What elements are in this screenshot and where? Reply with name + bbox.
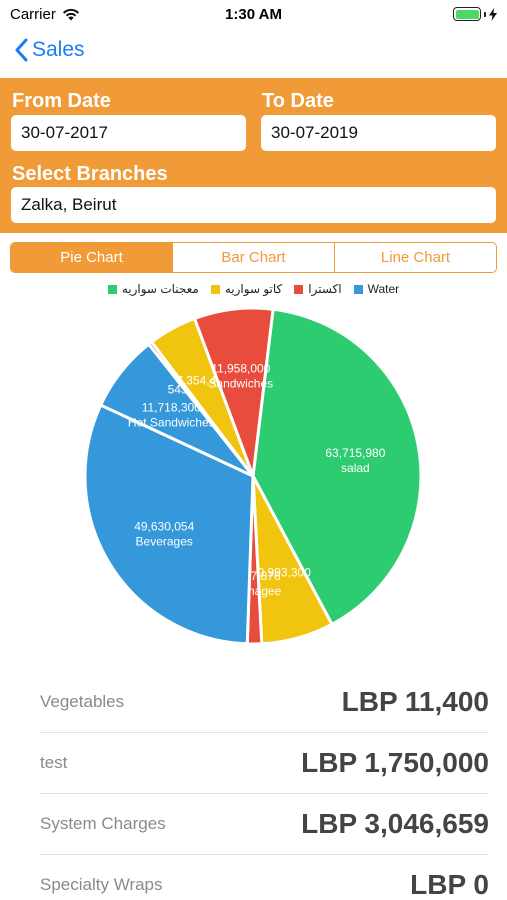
branches-label: Select Branches — [12, 163, 168, 185]
list-item[interactable]: test LBP 1,750,000 — [40, 733, 489, 794]
chart-type-tabs: Pie Chart Bar Chart Line Chart — [10, 242, 497, 273]
list-item[interactable]: Vegetables LBP 11,400 — [40, 672, 489, 733]
slice-value-label: 49,630,054 — [134, 519, 194, 533]
status-time: 1:30 AM — [225, 6, 282, 23]
tab-line-chart[interactable]: Line Chart — [334, 243, 496, 272]
item-name: test — [40, 753, 68, 772]
slice-name-label: Beverages — [136, 534, 193, 548]
slice-value-label: 10,993,300 — [251, 565, 311, 579]
tab-pie-chart[interactable]: Pie Chart — [11, 243, 172, 272]
from-date-label: From Date — [12, 90, 111, 112]
pie-slice[interactable] — [192, 306, 275, 477]
carrier-label: Carrier — [10, 6, 56, 23]
legend-label: Water — [367, 282, 400, 296]
legend-item: معجنات سواريه — [107, 282, 199, 296]
battery-icon — [453, 7, 497, 21]
to-date-field[interactable]: 30-07-2019 — [261, 115, 496, 151]
legend-item: كاتو سواريه — [210, 282, 283, 296]
filter-panel: From Date 30-07-2017 To Date 30-07-2019 … — [0, 78, 507, 233]
pie-slice[interactable] — [83, 403, 255, 646]
slice-name-label: Hot Sandwiches — [128, 415, 215, 429]
navigation-bar: Sales — [0, 30, 507, 78]
carrier-info: Carrier — [10, 6, 80, 23]
legend-label: معجنات سواريه — [121, 282, 199, 296]
to-date-label: To Date — [262, 90, 334, 112]
legend-label: كاتو سواريه — [224, 282, 283, 296]
pie-chart[interactable]: 63,715,980salad10,993,3002,177,876Fromag… — [0, 300, 507, 660]
slice-name-label: salad — [341, 461, 370, 475]
list-item[interactable]: Specialty Wraps LBP 0 — [40, 855, 489, 900]
legend-swatch — [107, 284, 117, 294]
chart-legend: معجنات سواريه كاتو سواريه اكسترا Water — [0, 282, 507, 296]
status-bar: Carrier 1:30 AM — [0, 0, 507, 30]
back-button[interactable]: Sales — [14, 38, 85, 62]
pie-slice[interactable] — [251, 307, 423, 627]
legend-swatch — [210, 284, 220, 294]
item-name: System Charges — [40, 814, 166, 833]
list-item[interactable]: System Charges LBP 3,046,659 — [40, 794, 489, 855]
tab-bar-chart[interactable]: Bar Chart — [172, 243, 334, 272]
branches-field[interactable]: Zalka, Beirut — [11, 187, 496, 223]
slice-value-label: 63,715,980 — [325, 446, 385, 460]
slice-name-label: Sandwiches — [208, 377, 273, 391]
chevron-left-icon — [15, 38, 28, 62]
legend-swatch — [294, 284, 304, 294]
item-name: Specialty Wraps — [40, 875, 163, 894]
back-label: Sales — [32, 38, 85, 61]
item-name: Vegetables — [40, 692, 125, 711]
charging-bolt-icon — [489, 7, 497, 21]
item-value: LBP 0 — [410, 869, 489, 900]
item-value: LBP 1,750,000 — [301, 747, 489, 778]
legend-label: اكسترا — [308, 282, 342, 296]
from-date-field[interactable]: 30-07-2017 — [11, 115, 246, 151]
legend-swatch — [353, 284, 363, 294]
wifi-icon — [62, 8, 79, 21]
item-value: LBP 3,046,659 — [301, 808, 489, 839]
item-value: LBP 11,400 — [341, 686, 489, 717]
legend-item: Water — [353, 282, 400, 296]
slice-value-label: 11,958,000 — [211, 362, 270, 376]
sales-summary-list: Vegetables LBP 11,400 test LBP 1,750,000… — [40, 672, 489, 900]
slice-value-label: 11,718,300 — [142, 400, 201, 414]
legend-item: اكسترا — [294, 282, 342, 296]
